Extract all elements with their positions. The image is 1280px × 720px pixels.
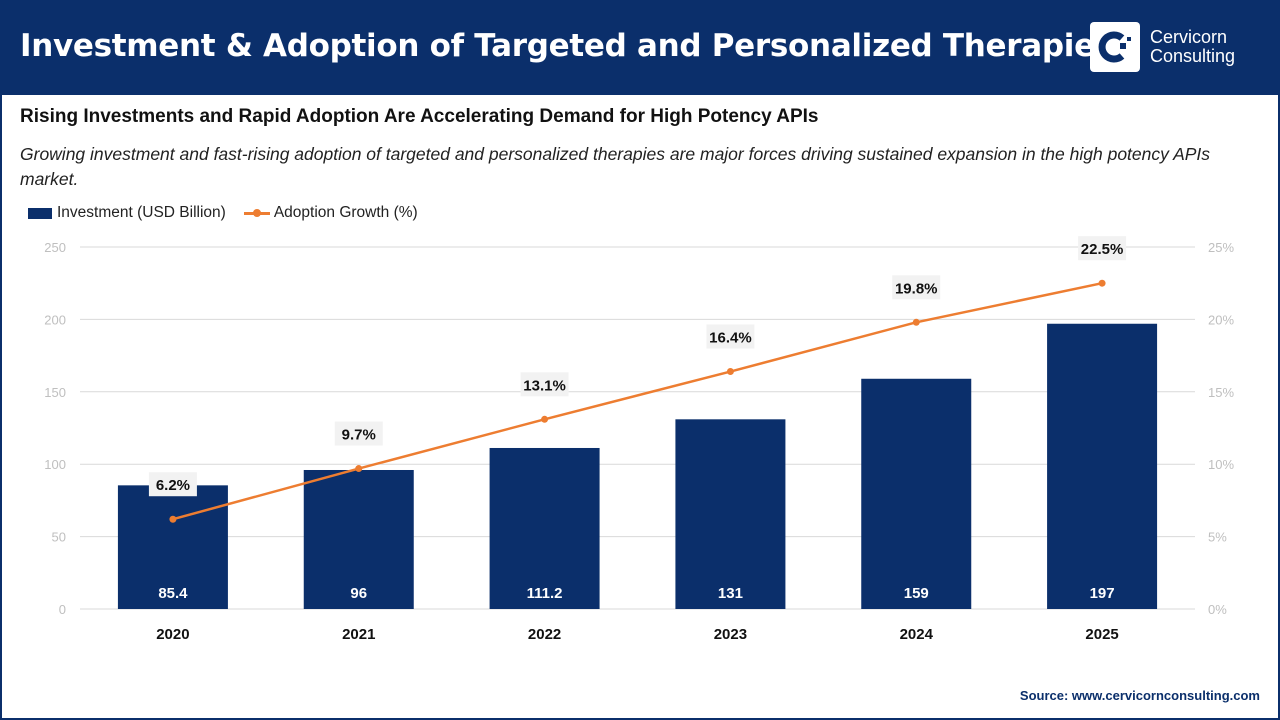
bar-label: 131 bbox=[718, 585, 743, 602]
y-tick-right: 20% bbox=[1208, 312, 1234, 327]
chart-description: Growing investment and fast-rising adopt… bbox=[20, 144, 1211, 189]
line-point bbox=[541, 415, 549, 423]
line-label: 22.5% bbox=[1081, 241, 1124, 258]
logo-text-2: Consulting bbox=[1150, 46, 1236, 66]
y-tick-left: 150 bbox=[44, 385, 66, 400]
line-point bbox=[1098, 279, 1106, 287]
adoption-line bbox=[172, 281, 1103, 521]
bar-2025 bbox=[1047, 323, 1158, 609]
page-title: Investment & Adoption of Targeted and Pe… bbox=[20, 28, 1113, 64]
logo-icon bbox=[1090, 22, 1140, 72]
y-tick-right: 25% bbox=[1208, 240, 1234, 255]
line-point bbox=[726, 368, 734, 376]
x-tick-label: 2025 bbox=[1085, 626, 1118, 643]
bar-label: 111.2 bbox=[527, 585, 563, 602]
legend: Investment (USD Billion) Adoption Growth… bbox=[28, 204, 418, 222]
line-label: 19.8% bbox=[895, 280, 938, 297]
x-tick-label: 2020 bbox=[156, 626, 189, 643]
chart-subtitle: Rising Investments and Rapid Adoption Ar… bbox=[20, 106, 819, 127]
y-tick-left: 250 bbox=[44, 240, 66, 255]
y-tick-left: 50 bbox=[52, 530, 66, 545]
bar-label: 197 bbox=[1090, 585, 1115, 602]
legend-adoption: Adoption Growth (%) bbox=[273, 204, 418, 221]
y-tick-left: 200 bbox=[44, 312, 66, 327]
bar-label: 85.4 bbox=[158, 585, 188, 602]
x-tick-label: 2022 bbox=[528, 626, 561, 643]
bar-2023 bbox=[675, 419, 786, 609]
y-tick-left: 0 bbox=[59, 602, 66, 617]
source-text: Source: www.cervicornconsulting.com bbox=[1019, 688, 1260, 703]
legend-bar-swatch bbox=[28, 207, 52, 219]
y-tick-right: 0% bbox=[1208, 602, 1227, 617]
logo-text-1: Cervicorn bbox=[1150, 27, 1228, 47]
line-point bbox=[169, 515, 177, 523]
line-label-bg bbox=[892, 275, 941, 300]
header-bar: Investment & Adoption of Targeted and Pe… bbox=[0, 0, 1280, 95]
bar-label: 96 bbox=[350, 585, 367, 602]
bar-2024 bbox=[861, 378, 972, 609]
x-tick-label: 2021 bbox=[342, 626, 375, 643]
bar-label: 159 bbox=[904, 585, 929, 602]
y-tick-right: 10% bbox=[1208, 457, 1234, 472]
bar-2022 bbox=[489, 447, 600, 609]
line-label-bg bbox=[148, 472, 197, 497]
logo: Cervicorn Consulting bbox=[1090, 22, 1235, 72]
bar-2021 bbox=[303, 469, 414, 609]
y-tick-left: 100 bbox=[44, 457, 66, 472]
y-tick-right: 15% bbox=[1208, 385, 1234, 400]
legend-line-swatch bbox=[243, 209, 270, 217]
x-tick-label: 2023 bbox=[714, 626, 747, 643]
line-label: 9.7% bbox=[342, 427, 376, 444]
line-label: 6.2% bbox=[156, 477, 190, 494]
line-label-bg bbox=[1078, 236, 1127, 261]
x-tick-label: 2024 bbox=[900, 626, 934, 643]
line-point bbox=[355, 465, 363, 473]
line-label: 16.4% bbox=[709, 330, 752, 347]
line-label-bg bbox=[706, 324, 755, 349]
line-label-bg bbox=[520, 372, 569, 397]
line-label-bg bbox=[334, 421, 383, 446]
bar-2020 bbox=[117, 485, 228, 609]
line-label: 13.1% bbox=[523, 377, 566, 394]
line-point bbox=[912, 318, 920, 326]
y-tick-right: 5% bbox=[1208, 530, 1227, 545]
legend-investment: Investment (USD Billion) bbox=[57, 204, 226, 221]
